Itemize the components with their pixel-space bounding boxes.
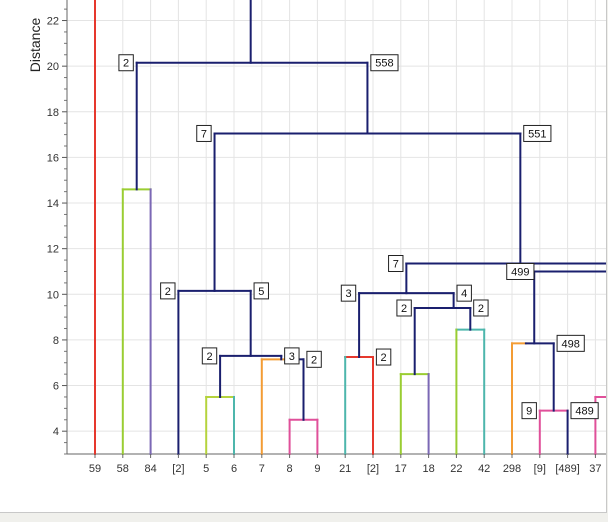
node-label-text: 558 <box>375 58 393 70</box>
node-label-box <box>556 334 585 352</box>
y-tick-label: 10 <box>47 289 59 301</box>
leaf-label: 22 <box>450 463 462 475</box>
node-label-text: 498 <box>562 338 580 350</box>
leaf-label: 8 <box>287 463 293 475</box>
node-label-box <box>388 255 404 273</box>
node-label-box <box>196 124 212 142</box>
node-count-label: 7 <box>196 124 212 142</box>
leaf-label: [489] <box>555 463 579 475</box>
node-label-text: 2 <box>206 351 212 363</box>
node-label-box <box>284 347 300 365</box>
node-count-label: 499 <box>506 262 535 280</box>
node-count-label: 5 <box>253 282 269 300</box>
node-label-box <box>506 262 535 280</box>
node-label-text: 4 <box>461 288 467 300</box>
node-label-box <box>473 299 489 317</box>
leaf-label: 298 <box>503 463 521 475</box>
node-label-text: 2 <box>311 354 317 366</box>
leaf-label: 58 <box>117 463 129 475</box>
node-label-text: 7 <box>393 259 399 271</box>
node-count-label: 2 <box>473 299 489 317</box>
node-label-box <box>253 282 269 300</box>
node-count-label: 3 <box>284 347 300 365</box>
grid <box>67 0 606 454</box>
leaf-label: [9] <box>534 463 546 475</box>
leaf-label: 9 <box>314 463 320 475</box>
node-count-label: 4 <box>456 284 472 302</box>
leaf-label: 21 <box>339 463 351 475</box>
node-count-label: 2 <box>306 350 322 368</box>
y-axis-title: Distance <box>27 18 43 73</box>
node-count-label: 558 <box>370 54 399 72</box>
node-label-text: 3 <box>289 351 295 363</box>
node-label-text: 2 <box>478 303 484 315</box>
node-count-label: 498 <box>556 334 585 352</box>
x-axis-leaf-labels: 59 58 84 [2] 5 6 7 8 9 21 [2] 17 18 22 42 298 [9] [489] 37 <box>89 454 602 475</box>
leaf-label: 7 <box>259 463 265 475</box>
node-label-box <box>370 54 399 72</box>
node-label-box <box>456 284 472 302</box>
node-label-text: 489 <box>575 406 593 418</box>
node-label-box <box>521 402 537 420</box>
node-label-text: 5 <box>258 286 264 298</box>
node-label-box <box>306 350 322 368</box>
leaf-label: 6 <box>231 463 237 475</box>
node-label-box <box>570 402 599 420</box>
leaf-label: [2] <box>367 463 379 475</box>
node-label-box <box>375 348 392 366</box>
node-count-label: 9 <box>521 402 537 420</box>
node-label-text: 2 <box>401 303 407 315</box>
dendrogram-tree <box>94 0 606 455</box>
node-label-text: 2 <box>165 286 171 298</box>
node-label-text: 499 <box>511 266 529 278</box>
y-tick-label: 4 <box>53 426 59 438</box>
node-label-box <box>523 124 552 142</box>
leaf-label: 17 <box>395 463 407 475</box>
y-tick-label: 20 <box>47 61 59 73</box>
node-label-text: 2 <box>381 352 387 364</box>
node-count-label: 551 <box>523 124 552 142</box>
node-label-box <box>340 284 357 302</box>
node-count-label: 2 <box>160 282 176 300</box>
node-label-box <box>118 54 134 72</box>
node-count-label: 489 <box>570 402 599 420</box>
node-count-label: 2 <box>118 54 134 72</box>
leaf-label: 84 <box>144 463 156 475</box>
node-label-text: 3 <box>345 288 351 300</box>
node-count-label: 7 <box>388 255 404 273</box>
y-tick-label: 8 <box>53 335 59 347</box>
node-count-label: 2 <box>201 347 218 365</box>
y-tick-label: 6 <box>53 381 59 393</box>
node-label-box <box>201 347 218 365</box>
node-count-label: 3 <box>340 284 357 302</box>
leaf-label: [2] <box>172 463 184 475</box>
y-tick-label: 18 <box>47 107 59 119</box>
node-label-text: 2 <box>123 58 129 70</box>
node-label-box <box>396 299 412 317</box>
leaf-label: 18 <box>422 463 434 475</box>
node-label-text: 551 <box>528 128 546 140</box>
y-tick-label: 22 <box>47 16 59 28</box>
node-count-label: 2 <box>396 299 412 317</box>
node-label-box <box>160 282 176 300</box>
y-tick-label: 16 <box>47 152 59 164</box>
node-count-labels: 558255172523232422749924989489 <box>118 54 599 420</box>
node-label-text: 7 <box>201 128 207 140</box>
leaf-label: 5 <box>203 463 209 475</box>
y-tick-label: 12 <box>47 244 59 256</box>
node-label-text: 9 <box>526 406 532 418</box>
leaf-label: 37 <box>589 463 601 475</box>
leaf-label: 42 <box>478 463 490 475</box>
y-tick-label: 14 <box>47 198 59 210</box>
node-count-label: 2 <box>375 348 392 366</box>
leaf-label: 59 <box>89 463 101 475</box>
